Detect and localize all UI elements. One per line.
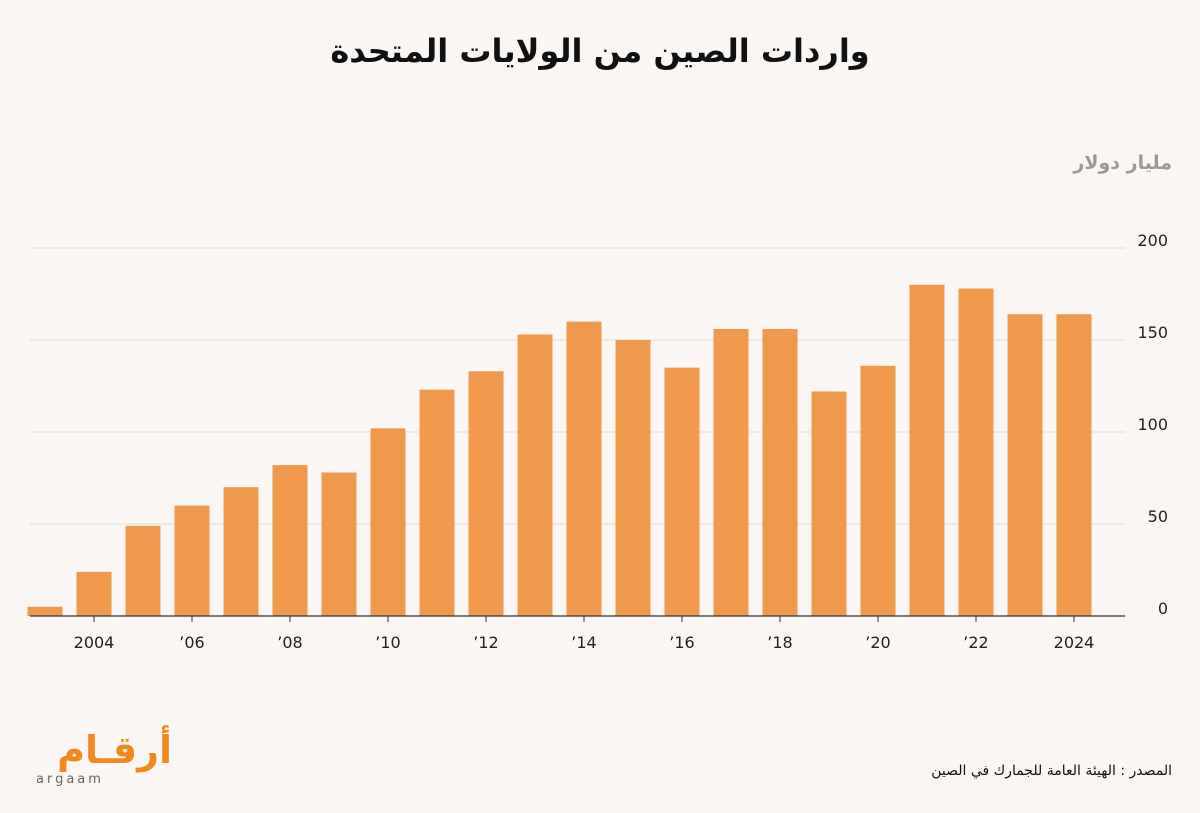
axes: 0 50 100 150 200 2004 ’06 ’08 ’10 ’12 ’14 ’16 ’18 ’20…	[30, 231, 1168, 652]
bar-2005	[125, 525, 161, 616]
x-tick-label: 2004	[74, 633, 115, 652]
x-tick-label: 2024	[1054, 633, 1095, 652]
bar-2021	[909, 284, 945, 616]
bar-2017	[713, 328, 749, 616]
bar-2006	[174, 505, 210, 616]
x-tick-label: ’08	[277, 633, 302, 652]
bar-2024	[1056, 314, 1092, 616]
y-tick-label: 50	[1148, 507, 1168, 526]
y-tick-label: 100	[1137, 415, 1168, 434]
x-tick-label: ’12	[473, 633, 498, 652]
bars	[27, 284, 1092, 616]
bar-2023	[1007, 314, 1043, 616]
bar-2018	[762, 328, 798, 616]
bar-2012	[468, 371, 504, 616]
bar-2016	[664, 367, 700, 616]
bar-2003	[27, 606, 63, 616]
chart-title: واردات الصين من الولايات المتحدة	[330, 32, 870, 70]
bar-2004	[76, 571, 112, 616]
logo-latin-text: argaam	[36, 772, 104, 787]
y-axis-label: مليار دولار	[1073, 152, 1172, 174]
bar-2022	[958, 288, 994, 616]
bar-2007	[223, 487, 259, 616]
bar-2020	[860, 365, 896, 616]
bar-2015	[615, 340, 651, 616]
bar-2009	[321, 472, 357, 616]
bar-2014	[566, 321, 602, 616]
y-tick-label: 150	[1137, 323, 1168, 342]
bar-2008	[272, 465, 308, 616]
x-tick-label: ’20	[865, 633, 890, 652]
bar-2019	[811, 391, 847, 616]
y-tick-label: 0	[1158, 599, 1168, 618]
logo-arabic-text: أرقـام	[57, 728, 172, 772]
x-tick-label: ’18	[767, 633, 792, 652]
x-tick-label: ’22	[963, 633, 988, 652]
x-tick-label: ’10	[375, 633, 400, 652]
bar-2013	[517, 334, 553, 616]
x-tick-label: ’06	[179, 633, 204, 652]
bar-2011	[419, 389, 455, 616]
argaam-logo: أرقـام argaam	[32, 728, 172, 788]
x-tick-label: ’14	[571, 633, 596, 652]
y-tick-label: 200	[1137, 231, 1168, 250]
x-tick-label: ’16	[669, 633, 694, 652]
source-note: المصدر : الهيئة العامة للجمارك في الصين	[931, 763, 1172, 779]
bar-2010	[370, 428, 406, 616]
